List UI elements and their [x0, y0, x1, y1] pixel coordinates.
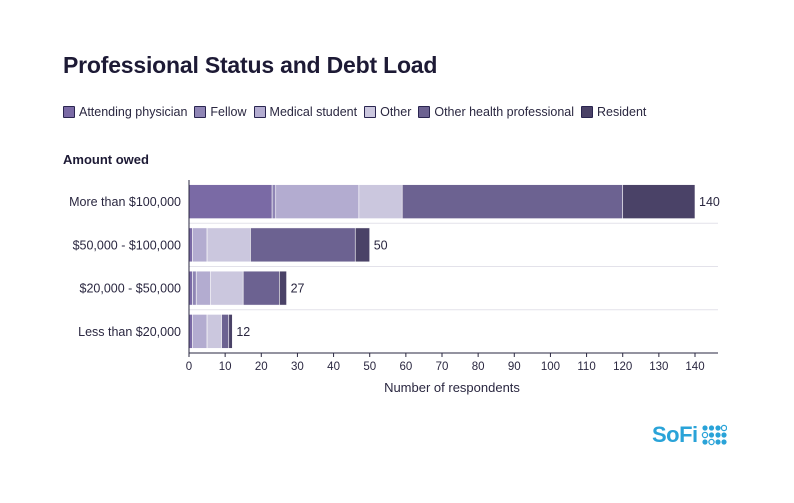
legend-swatch	[194, 106, 207, 118]
total-label: 12	[236, 325, 250, 339]
legend-item: Attending physician	[63, 105, 187, 119]
legend-item: Medical student	[253, 105, 358, 119]
bar-segment	[188, 314, 193, 349]
x-tick-label: 120	[613, 361, 632, 373]
sofi-logo: SoFi	[652, 422, 727, 448]
bar-segment	[188, 184, 273, 219]
x-tick-label: 110	[577, 361, 595, 373]
legend-item: Other	[364, 105, 411, 119]
bar-segment	[192, 314, 208, 349]
x-tick-label: 10	[219, 361, 232, 373]
x-tick-label: 130	[649, 361, 668, 373]
bar-segment	[228, 314, 233, 349]
bar-segment	[242, 270, 280, 306]
bar-segment	[354, 227, 371, 263]
bar-segment	[188, 227, 193, 263]
bar-segment	[250, 227, 356, 263]
legend-label: Medical student	[269, 105, 358, 119]
x-tick-label: 60	[399, 361, 412, 373]
legend-item: Other health professional	[418, 105, 574, 119]
legend-label: Fellow	[210, 105, 247, 119]
legend-swatch	[581, 106, 594, 118]
bar-segment	[279, 270, 287, 306]
category-label: Less than $20,000	[78, 325, 181, 339]
legend-swatch	[418, 106, 431, 118]
x-tick-label: 40	[327, 361, 340, 373]
x-tick-label: 100	[541, 361, 560, 373]
bar-segment	[188, 270, 193, 306]
bar-segment	[401, 184, 624, 219]
bar-segment	[358, 184, 403, 219]
x-tick-label: 140	[685, 361, 704, 373]
bar-segment	[206, 227, 251, 263]
x-tick-label: 50	[363, 361, 376, 373]
x-tick-label: 80	[472, 361, 485, 373]
legend-swatch	[364, 106, 377, 118]
legend-swatch	[253, 106, 266, 118]
bar-segment	[271, 184, 277, 219]
x-axis-title: Number of respondents	[384, 380, 520, 395]
chart-title: Professional Status and Debt Load	[63, 52, 438, 78]
legend-label: Attending physician	[79, 105, 188, 119]
legend-label: Other	[380, 105, 412, 119]
sofi-dots-icon	[701, 424, 727, 446]
category-label: $50,000 - $100,000	[73, 238, 181, 252]
bar-segment	[221, 314, 230, 349]
x-tick-label: 20	[255, 361, 268, 373]
bar-segment	[195, 270, 211, 306]
x-tick-label: 0	[186, 361, 192, 373]
brand-name: SoFi	[652, 422, 698, 447]
bar-segment	[210, 270, 244, 306]
legend-item: Fellow	[194, 105, 247, 119]
total-label: 50	[374, 238, 388, 252]
legend: Attending physician Fellow Medical student…	[63, 105, 653, 119]
bar-segment	[192, 270, 197, 306]
x-tick-label: 30	[291, 361, 304, 373]
legend-label: Other health professional	[434, 105, 575, 119]
bar-segment	[275, 184, 360, 219]
bar-segment	[192, 227, 208, 263]
legend-label: Resident	[597, 105, 647, 119]
category-label: More than $100,000	[69, 195, 181, 209]
total-label: 27	[291, 282, 305, 296]
legend-item: Resident	[581, 105, 646, 119]
x-tick-label: 70	[436, 361, 449, 373]
bar-segment	[206, 314, 222, 349]
category-label: $20,000 - $50,000	[80, 282, 182, 296]
total-label: 140	[699, 195, 720, 209]
x-tick-label: 90	[508, 361, 521, 373]
category-axis-title: Amount owed	[63, 152, 149, 167]
bar-segment	[622, 184, 696, 219]
legend-swatch	[63, 106, 75, 118]
